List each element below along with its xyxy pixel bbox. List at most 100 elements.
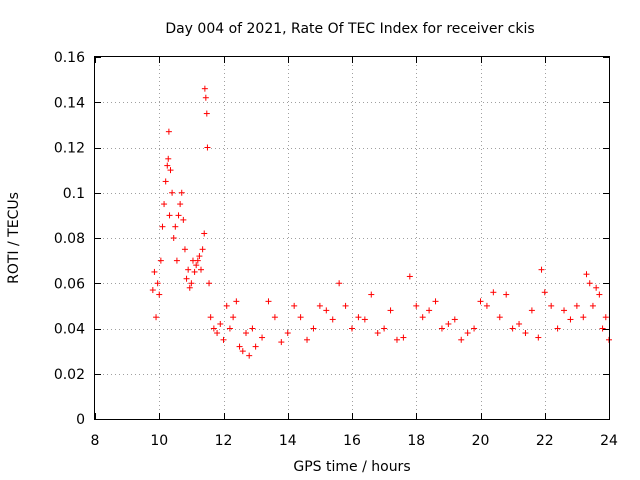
data-point — [393, 336, 400, 343]
data-point — [316, 302, 323, 309]
data-point — [236, 343, 243, 350]
data-point — [203, 110, 210, 117]
data-point — [153, 314, 160, 321]
data-point — [496, 314, 503, 321]
data-point — [503, 291, 510, 298]
data-point — [170, 235, 177, 241]
data-point — [185, 266, 192, 273]
data-point — [167, 167, 174, 174]
data-point — [154, 280, 161, 287]
data-point — [291, 302, 298, 309]
axis-ticks — [95, 57, 610, 420]
data-point — [406, 273, 413, 280]
data-point — [451, 316, 458, 323]
data-point — [259, 334, 266, 341]
data-point — [458, 336, 465, 343]
x-tick-label: 10 — [150, 433, 168, 449]
data-point — [528, 307, 535, 314]
data-point — [172, 223, 179, 230]
data-point — [538, 266, 545, 273]
data-point — [239, 348, 246, 355]
data-point — [194, 257, 201, 264]
data-point — [596, 291, 603, 298]
data-point — [535, 334, 542, 341]
data-point — [175, 212, 182, 219]
data-point — [161, 201, 168, 208]
data-point — [554, 325, 561, 332]
data-point — [177, 201, 184, 208]
data-point — [151, 268, 158, 275]
chart-title: Day 004 of 2021, Rate Of TEC Index for r… — [165, 21, 534, 37]
data-point — [567, 316, 574, 323]
data-point — [271, 314, 278, 321]
data-point — [214, 330, 221, 337]
y-tick-label: 0.1 — [63, 186, 85, 202]
data-point — [374, 330, 381, 337]
data-point — [548, 302, 555, 309]
x-tick-label: 24 — [600, 433, 618, 449]
data-point — [310, 325, 317, 332]
x-tick-label: 18 — [407, 433, 425, 449]
y-tick-label: 0.08 — [54, 231, 85, 247]
data-point — [419, 314, 426, 321]
data-point — [589, 302, 596, 309]
y-axis-tick-labels: 0 0.02 0.04 0.06 0.08 0.1 0.12 0.14 0.16 — [54, 50, 85, 428]
data-point — [252, 343, 259, 350]
x-tick-label: 16 — [343, 433, 361, 449]
data-point — [464, 330, 471, 337]
y-tick-label: 0.04 — [54, 322, 85, 338]
x-axis-tick-labels: 8 10 12 14 16 18 20 22 24 — [91, 433, 618, 449]
data-point — [230, 314, 237, 321]
data-point — [180, 216, 187, 223]
data-point — [284, 330, 291, 337]
data-point — [198, 266, 205, 273]
data-point — [199, 246, 206, 253]
data-point — [593, 284, 600, 291]
data-point — [580, 314, 587, 321]
data-point — [204, 144, 211, 151]
data-point — [583, 271, 590, 278]
data-point — [438, 325, 445, 332]
data-point — [483, 302, 490, 309]
data-point — [387, 307, 394, 314]
data-point — [233, 298, 240, 305]
data-point — [165, 128, 172, 135]
y-tick-label: 0.06 — [54, 276, 85, 292]
data-point — [381, 325, 388, 332]
data-point — [188, 280, 195, 287]
x-tick-label: 14 — [279, 433, 297, 449]
data-point — [573, 302, 580, 309]
data-point — [201, 230, 208, 237]
data-point — [602, 314, 609, 321]
data-point — [173, 257, 180, 264]
data-point — [342, 302, 349, 309]
x-tick-label: 20 — [472, 433, 490, 449]
data-point — [210, 325, 217, 332]
data-point — [278, 339, 285, 346]
data-point — [207, 314, 214, 321]
data-point — [169, 189, 176, 196]
data-point — [191, 268, 198, 275]
data-point — [220, 336, 227, 343]
data-point — [202, 94, 209, 101]
data-point — [223, 302, 230, 309]
data-point — [246, 352, 253, 359]
data-point — [206, 280, 213, 287]
y-tick-label: 0.16 — [54, 50, 85, 66]
data-point — [166, 212, 173, 219]
data-point — [432, 298, 439, 305]
y-tick-label: 0.14 — [54, 95, 85, 111]
data-point — [361, 316, 368, 323]
data-point — [355, 314, 362, 321]
data-point — [156, 291, 163, 298]
data-point — [181, 246, 188, 253]
data-point — [413, 302, 420, 309]
data-point — [323, 307, 330, 314]
data-point — [586, 280, 593, 287]
x-tick-label: 22 — [536, 433, 554, 449]
data-point — [217, 320, 224, 327]
y-tick-label: 0 — [76, 412, 85, 428]
data-point — [471, 325, 478, 332]
data-point — [599, 325, 606, 332]
